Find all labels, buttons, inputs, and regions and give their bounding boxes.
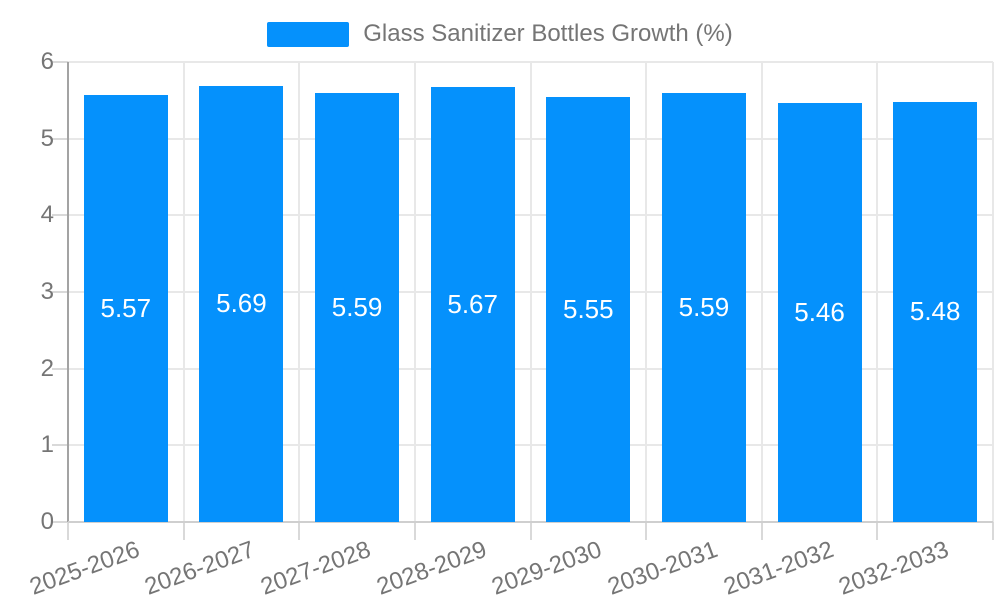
x-axis-tick-label: 2031-2032 <box>719 536 837 600</box>
bar-2026-2027: 5.69 <box>199 85 284 522</box>
gridline-vertical <box>645 62 648 522</box>
x-axis-tick-mark <box>992 522 994 540</box>
bar-2025-2026: 5.57 <box>83 94 168 522</box>
bar-2028-2029: 5.67 <box>430 87 515 522</box>
x-axis-tick-mark <box>413 522 416 540</box>
bar-value-label: 5.57 <box>100 292 152 323</box>
legend-label: Glass Sanitizer Bottles Growth (%) <box>363 20 733 47</box>
x-axis-tick-mark <box>298 522 301 540</box>
y-axis-tick-mark <box>52 444 68 447</box>
y-axis-tick-mark <box>52 137 68 140</box>
bar-2027-2028: 5.59 <box>315 93 400 522</box>
gridline-vertical <box>876 62 879 522</box>
gridline-vertical <box>298 62 301 522</box>
legend-swatch <box>267 21 350 47</box>
gridline-vertical <box>529 62 532 522</box>
y-axis-tick-label: 6 <box>40 48 54 75</box>
gridline-vertical <box>760 62 763 522</box>
y-axis-tick-label: 5 <box>40 124 54 152</box>
y-axis-tick-mark <box>52 214 68 217</box>
x-axis-tick-label: 2030-2031 <box>604 536 722 600</box>
bar-2029-2030: 5.55 <box>546 96 631 522</box>
bar-value-label: 5.46 <box>794 297 845 328</box>
x-axis-tick-mark <box>645 522 648 540</box>
legend-item[interactable]: Glass Sanitizer Bottles Growth (%) <box>0 20 1000 48</box>
y-axis-tick-label: 4 <box>40 201 54 229</box>
bar-2030-2031: 5.59 <box>661 93 746 522</box>
x-axis-tick-mark <box>67 522 69 540</box>
x-axis-tick-label: 2028-2029 <box>372 536 490 600</box>
x-axis-tick-mark <box>760 522 763 540</box>
bar-value-label: 5.69 <box>216 288 267 319</box>
bar-value-label: 5.67 <box>447 289 498 320</box>
bar-value-label: 5.48 <box>909 296 961 327</box>
y-axis-tick-label: 3 <box>40 278 54 305</box>
gridline-vertical <box>182 62 185 522</box>
y-axis-tick-mark <box>52 61 68 63</box>
x-axis-tick-mark <box>182 522 185 540</box>
gridline-vertical <box>413 62 416 522</box>
y-axis-line <box>67 62 69 522</box>
bar-value-label: 5.59 <box>331 292 383 323</box>
bar-2031-2032: 5.46 <box>777 103 862 522</box>
y-axis-tick-mark <box>52 521 68 523</box>
x-axis-tick-mark <box>876 522 879 540</box>
y-axis-tick-label: 1 <box>40 431 54 459</box>
x-axis-tick-label: 2029-2030 <box>488 536 606 600</box>
x-axis-line <box>68 521 993 523</box>
x-axis-tick-label: 2026-2027 <box>141 536 259 600</box>
bar-value-label: 5.59 <box>678 292 730 323</box>
y-axis-tick-label: 0 <box>40 508 54 535</box>
y-axis-tick-mark <box>52 367 68 370</box>
bar-value-label: 5.55 <box>563 293 614 324</box>
gridline-vertical <box>992 62 994 522</box>
bar-2032-2033: 5.48 <box>893 101 978 522</box>
x-axis-tick-label: 2025-2026 <box>25 536 144 600</box>
y-axis-tick-label: 2 <box>40 354 54 382</box>
y-axis-tick-mark <box>52 291 68 293</box>
x-axis-tick-label: 2027-2028 <box>257 536 375 600</box>
x-axis-tick-label: 2032-2033 <box>835 536 953 600</box>
x-axis-tick-mark <box>529 522 532 540</box>
